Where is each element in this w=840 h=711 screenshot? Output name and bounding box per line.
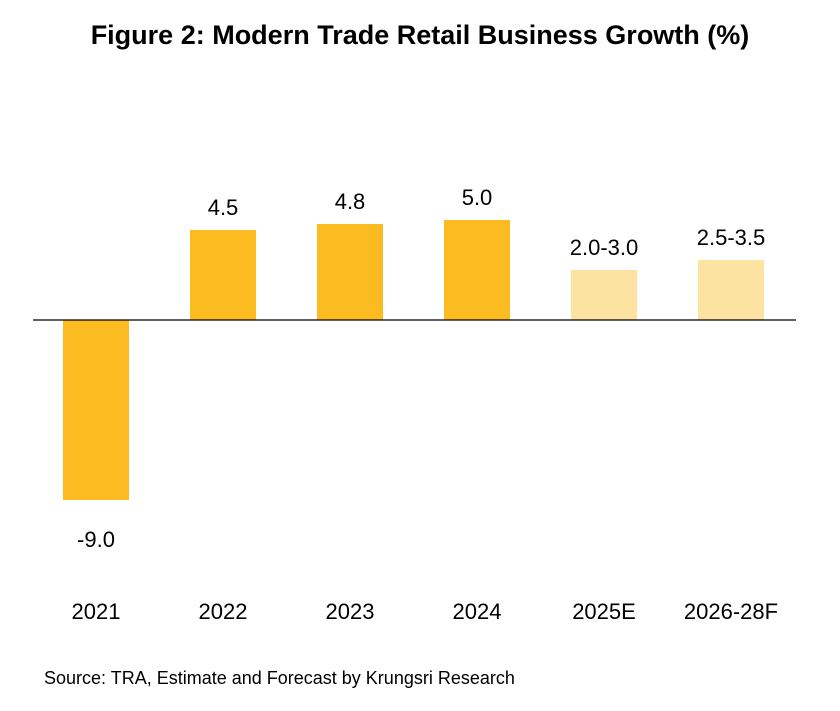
x-tick-label-2021: 2021 [72,599,121,624]
x-tick-label-2023: 2023 [326,599,375,624]
x-tick-label-2025E: 2025E [572,599,636,624]
bar-2024 [444,220,510,320]
data-label-2026-28F: 2.5-3.5 [697,225,766,250]
data-label-2024: 5.0 [462,185,493,210]
bar-2022 [190,230,256,320]
data-label-2023: 4.8 [335,189,366,214]
chart-title: Figure 2: Modern Trade Retail Business G… [90,20,750,50]
x-tick-label-2024: 2024 [453,599,502,624]
bar-2026-28F [698,260,764,320]
source-note: Source: TRA, Estimate and Forecast by Kr… [44,668,515,688]
x-tick-label-2026-28F: 2026-28F [684,599,778,624]
bar-2023 [317,224,383,320]
x-tick-label-2022: 2022 [199,599,248,624]
data-label-2021: -9.0 [77,527,115,552]
data-label-2025E: 2.0-3.0 [570,235,639,260]
data-label-2022: 4.5 [208,195,239,220]
bar-2021 [63,320,129,500]
bar-2025E [571,270,637,320]
